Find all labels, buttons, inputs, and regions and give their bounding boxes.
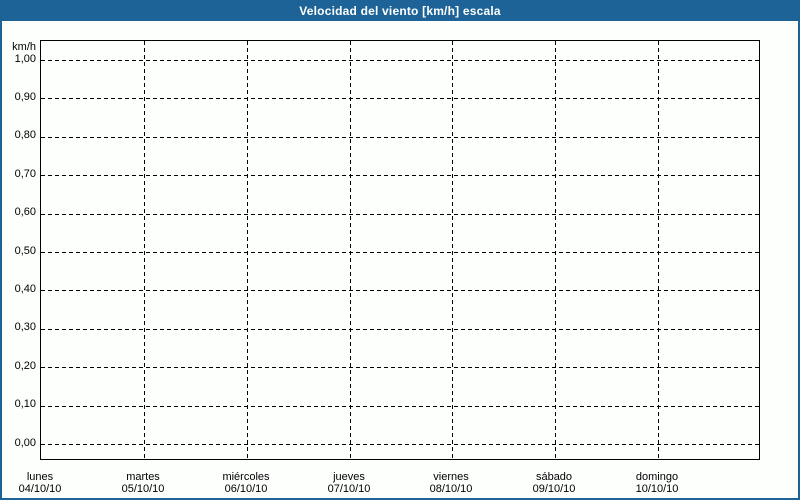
x-day-date-label: 09/10/10 (532, 483, 576, 495)
y-tick-label: 0,50 (14, 245, 36, 257)
x-day-name-label: miércoles (222, 471, 270, 483)
y-tick-label: 0,20 (14, 360, 36, 372)
chart-title: Velocidad del viento [km/h] escala (299, 4, 501, 18)
y-tick-label: 0,40 (14, 283, 36, 295)
x-day-date-label: 04/10/10 (18, 483, 62, 495)
horizontal-gridline (41, 367, 759, 368)
horizontal-gridline (41, 444, 759, 445)
x-day-name-label: viernes (433, 471, 469, 483)
x-day-name-label: lunes (26, 471, 54, 483)
vertical-gridline (350, 41, 351, 459)
horizontal-gridline (41, 406, 759, 407)
horizontal-gridline (41, 98, 759, 99)
horizontal-gridline (41, 329, 759, 330)
plot-area (40, 40, 760, 460)
vertical-gridline (144, 41, 145, 459)
x-day-name-label: sábado (535, 471, 573, 483)
x-day-name-label: jueves (333, 471, 365, 483)
x-day-name-label: domingo (635, 471, 679, 483)
x-day-date-label: 08/10/10 (429, 483, 473, 495)
horizontal-gridline (41, 60, 759, 61)
horizontal-gridline (41, 252, 759, 253)
chart-title-bar: Velocidad del viento [km/h] escala (2, 2, 798, 21)
vertical-gridline (658, 41, 659, 459)
y-tick-label: 0,00 (14, 437, 36, 449)
horizontal-gridline (41, 290, 759, 291)
y-axis-unit-label: km/h (12, 41, 36, 53)
y-tick-label: 0,60 (14, 206, 36, 218)
x-day-date-label: 05/10/10 (121, 483, 165, 495)
horizontal-gridline (41, 137, 759, 138)
horizontal-gridline (41, 175, 759, 176)
x-day-name-label: martes (126, 471, 160, 483)
vertical-gridline (452, 41, 453, 459)
x-day-date-label: 10/10/10 (635, 483, 679, 495)
horizontal-gridline (41, 214, 759, 215)
vertical-gridline (247, 41, 248, 459)
x-day-date-label: 06/10/10 (224, 483, 268, 495)
y-tick-label: 0,10 (14, 398, 36, 410)
y-tick-label: 0,90 (14, 91, 36, 103)
y-tick-label: 0,80 (14, 129, 36, 141)
y-tick-label: 1,00 (14, 53, 36, 65)
vertical-gridline (555, 41, 556, 459)
x-day-date-label: 07/10/10 (327, 483, 371, 495)
y-tick-label: 0,70 (14, 168, 36, 180)
y-tick-label: 0,30 (14, 321, 36, 333)
